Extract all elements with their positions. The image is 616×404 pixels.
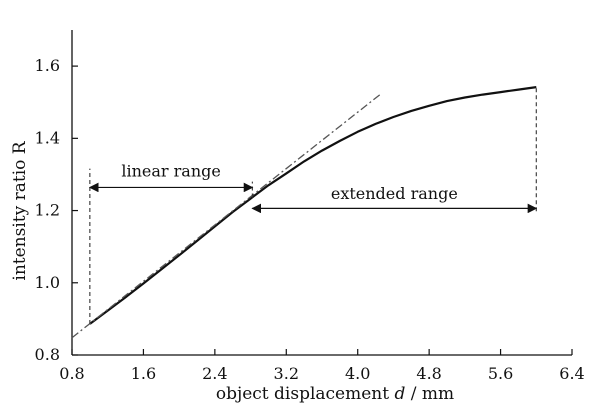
tick-label-group: 0.8 1.6 2.4 3.2 4.0 4.8 5.6 6.4 0.8 1.0 1.2 1.4 1.6 <box>35 56 585 383</box>
x-axis-title: object displacement d / mm <box>216 384 454 404</box>
y-tick-label: 1.4 <box>35 128 60 147</box>
tick-group <box>71 65 573 356</box>
x-tick-label: 5.6 <box>488 364 513 383</box>
x-tick-label: 4.8 <box>416 364 441 383</box>
x-tick-label: 4.0 <box>345 364 370 383</box>
x-tick-label: 6.4 <box>559 364 584 383</box>
x-axis-title-prefix: object displacement <box>216 384 395 404</box>
axes <box>71 30 572 356</box>
x-tick-label: 1.6 <box>131 364 156 383</box>
x-tick-label: 3.2 <box>274 364 299 383</box>
measured-curve-line <box>89 86 537 325</box>
x-tick-label: 0.8 <box>59 364 84 383</box>
y-tick-label: 1.2 <box>35 201 60 220</box>
series-group <box>71 86 537 339</box>
y-tick-label: 0.8 <box>35 345 60 364</box>
x-axis-title-suffix: / mm <box>405 384 454 404</box>
y-tick-label: 1.0 <box>35 273 60 292</box>
y-tick-label: 1.6 <box>35 56 60 75</box>
linear-range-label: linear range <box>121 161 220 180</box>
linear-fit-line <box>71 94 381 339</box>
x-tick-label: 2.4 <box>202 364 227 383</box>
x-axis-title-variable: d <box>394 384 405 404</box>
annotation-group: linear range extended range <box>88 87 538 324</box>
extended-range-label: extended range <box>331 184 458 203</box>
y-axis-title: intensity ratio R <box>10 140 30 280</box>
